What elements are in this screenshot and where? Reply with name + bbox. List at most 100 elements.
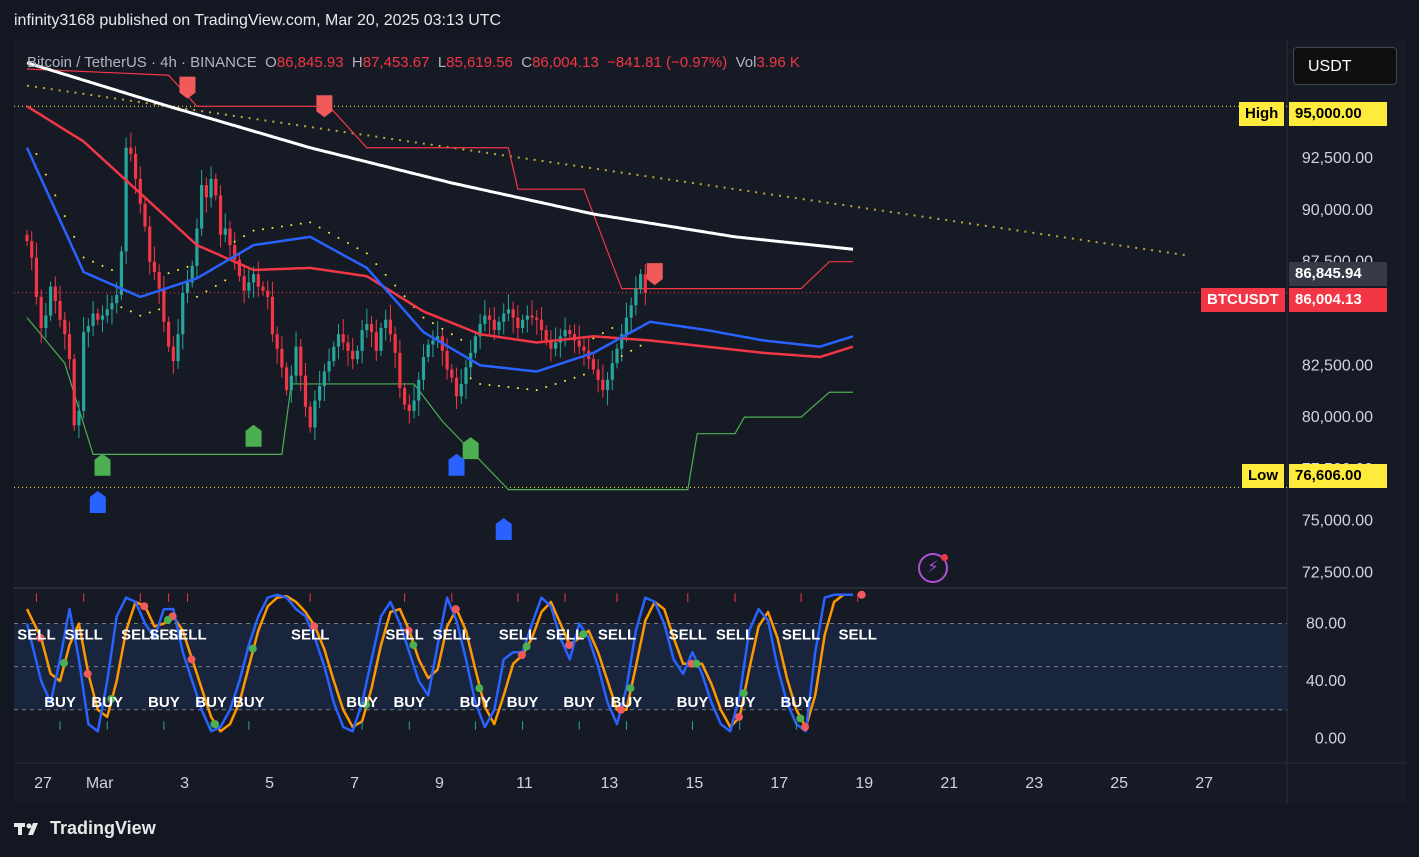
buy-signal-label: BUY: [148, 694, 180, 711]
sar-dot: [488, 383, 491, 386]
buy-dot: [739, 689, 748, 698]
sell-dot: [857, 590, 866, 599]
sell-signal-label: SELL: [17, 626, 55, 643]
sell-signal-label: SELL: [121, 626, 159, 643]
candle-body: [209, 178, 213, 198]
sar-dot: [120, 306, 123, 309]
candle-body: [487, 315, 492, 320]
symbol-tag: BTCUSDT: [1201, 288, 1285, 312]
time-tick-label: 7: [350, 775, 359, 792]
candle-body: [67, 334, 72, 360]
candle-body: [72, 359, 76, 426]
candle-body: [511, 309, 515, 318]
candle-body: [554, 342, 558, 349]
oscillator-tick-label: 80.00: [1306, 616, 1346, 633]
trend-dotted-line: [26, 84, 1189, 257]
sar-dot: [271, 226, 274, 229]
time-tick-label: 23: [1025, 775, 1043, 792]
candle-body: [25, 234, 29, 241]
close-value: 86,004.13: [532, 54, 599, 71]
candle-body: [332, 346, 336, 362]
candle-body: [634, 288, 638, 306]
sar-dot: [205, 290, 208, 293]
sell-arrow: [179, 76, 196, 99]
brand-footer[interactable]: TradingView: [14, 818, 156, 839]
buy-dot: [475, 684, 484, 693]
candle-body: [450, 369, 454, 378]
low-value: 85,619.56: [446, 54, 513, 71]
candle-body: [516, 317, 520, 329]
lightning-icon[interactable]: ⚡: [918, 553, 948, 583]
chart-area[interactable]: 92,500.0090,000.0087,500.0082,500.0080,0…: [14, 40, 1406, 804]
sell-signal-label: SELL: [669, 626, 707, 643]
sell-dot: [310, 622, 319, 631]
candle-body: [346, 342, 350, 351]
low-tag: Low: [1242, 464, 1284, 488]
candle-body: [30, 240, 34, 258]
candle-body: [162, 288, 166, 322]
chart-canvas[interactable]: 92,500.0090,000.0087,500.0082,500.0080,0…: [14, 40, 1406, 804]
candle-body: [256, 274, 260, 287]
sar-dot: [101, 264, 104, 267]
oscillator-band: [14, 623, 1287, 710]
candle-body: [459, 383, 463, 397]
price-tick-label: 82,500.00: [1302, 357, 1373, 374]
sar-dot: [44, 173, 47, 176]
candle-body: [615, 348, 619, 364]
price-tick-label: 90,000.00: [1302, 202, 1373, 219]
candle-body: [629, 305, 633, 318]
candle-body: [266, 290, 270, 297]
buy-signal-label: BUY: [611, 694, 643, 711]
buy-dot: [626, 684, 635, 693]
candle-body: [596, 369, 600, 380]
buy-dot: [248, 644, 257, 653]
price-tick-label: 75,000.00: [1302, 513, 1373, 530]
candle-body: [157, 272, 161, 289]
sell-dot: [187, 655, 196, 664]
candle-body: [620, 334, 624, 349]
candle-body: [605, 379, 610, 391]
candle-body: [105, 309, 109, 316]
candle-body: [115, 294, 119, 304]
symbol-name[interactable]: Bitcoin / TetherUS · 4h · BINANCE: [27, 54, 257, 71]
candle-body: [403, 388, 407, 405]
sell-signal-label: SELL: [149, 626, 187, 643]
candle-body: [549, 340, 553, 349]
candle-body: [204, 185, 208, 198]
sell-dot: [140, 602, 149, 611]
candle-body: [506, 309, 511, 314]
sell-signal-label: SELL: [782, 626, 820, 643]
candle-body: [152, 261, 157, 273]
sar-dot: [54, 194, 57, 197]
buy-signal-label: BUY: [677, 694, 709, 711]
buy-arrow-green: [94, 453, 111, 476]
candle-body: [398, 352, 402, 389]
candle-body: [384, 319, 388, 329]
candle-body: [327, 361, 331, 372]
buy-dot: [163, 615, 172, 624]
oscillator-tick-label: 40.00: [1306, 673, 1346, 690]
upper-channel-line: [26, 68, 853, 290]
high-value: 87,453.67: [362, 54, 430, 71]
candle-body: [308, 406, 312, 428]
buy-signal-label: BUY: [507, 694, 539, 711]
sar-dot: [516, 387, 519, 390]
buy-dot: [409, 641, 418, 650]
sar-dot: [422, 316, 425, 319]
candle-body: [521, 319, 525, 329]
open-value: 86,845.93: [276, 54, 344, 71]
sar-dot: [403, 295, 406, 298]
candle-body: [110, 303, 114, 310]
buy-signal-label: BUY: [563, 694, 595, 711]
time-tick-label: 5: [265, 775, 274, 792]
buy-signal-label: BUY: [233, 694, 265, 711]
close-label: C: [521, 54, 533, 71]
time-tick-label: 13: [601, 775, 619, 792]
candle-body: [492, 319, 496, 331]
ma-blue-line: [25, 147, 854, 373]
candle-body: [336, 334, 341, 347]
candle-body: [58, 301, 62, 320]
currency-button[interactable]: USDT: [1293, 47, 1397, 85]
buy-dot: [522, 642, 531, 651]
candle-body: [133, 153, 138, 179]
